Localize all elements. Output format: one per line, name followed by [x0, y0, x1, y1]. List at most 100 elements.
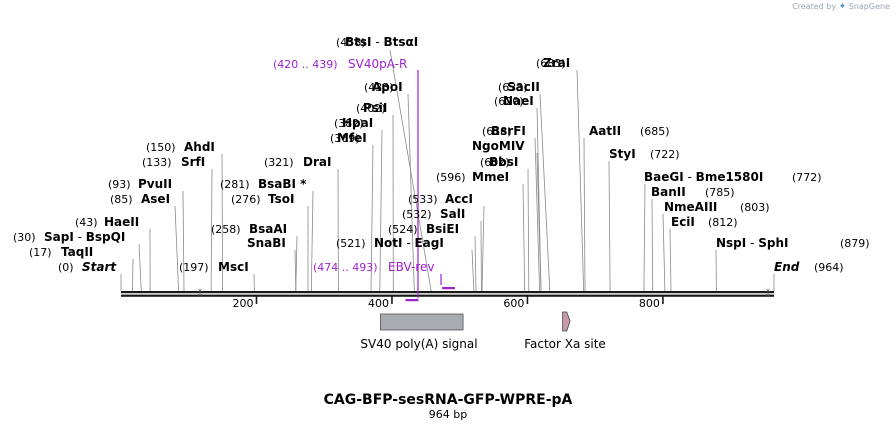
enzyme-name-part[interactable]: NaeI [503, 94, 534, 108]
site-aatii[interactable]: (685) AatII [589, 124, 670, 138]
enzyme-name-part[interactable]: EciI [671, 215, 695, 229]
enzyme-name-part[interactable]: BaeGI [644, 170, 684, 184]
site-bsabi[interactable]: (281) BsaBI * [220, 177, 307, 191]
site-ahdi[interactable]: (150) AhdI [146, 140, 215, 154]
enzyme-name-part[interactable]: BbsI [489, 155, 518, 169]
site-tsoi[interactable]: (276) TsoI [231, 192, 294, 206]
enzyme-name[interactable]: HpaI [342, 116, 373, 130]
enzyme-name-part[interactable]: EagI [414, 236, 443, 250]
enzyme-name-part[interactable]: SacII [507, 80, 540, 94]
site-banii[interactable]: (785) BanII [651, 185, 735, 199]
enzyme-name[interactable]: NmeAIII [664, 200, 717, 214]
site-sacii[interactable]: (633)SacII [498, 80, 540, 94]
site-nspi[interactable]: NspI - SphI [716, 236, 788, 250]
enzyme-name-part[interactable]: DraI [303, 155, 331, 169]
enzyme-name[interactable]: SalI [440, 207, 465, 221]
enzyme-name-part[interactable]: NmeAIII [664, 200, 717, 214]
enzyme-name-part[interactable]: PsiI [363, 101, 387, 115]
site-zrai[interactable]: (683)ZraI [536, 56, 570, 70]
enzyme-name[interactable]: HaeII [104, 215, 139, 229]
primer-bar[interactable] [405, 299, 419, 302]
primer-sv40pa_r[interactable]: (420 .. 439) SV40pA-R [273, 57, 419, 302]
enzyme-name-part[interactable]: StyI [609, 147, 636, 161]
enzyme-name[interactable]: AatII [589, 124, 621, 138]
enzyme-name[interactable]: PsiI [363, 101, 387, 115]
site-sali[interactable]: (532) SalI [402, 207, 465, 221]
enzyme-name[interactable]: AhdI [184, 140, 215, 154]
primer-name[interactable]: EBV-rev [388, 260, 434, 274]
enzyme-name[interactable]: MscI [218, 260, 249, 274]
enzyme-name-part[interactable]: HpaI [342, 116, 373, 130]
enzyme-name[interactable]: NotI - EagI [374, 236, 444, 250]
enzyme-name-part[interactable]: TsoI [268, 192, 294, 206]
enzyme-name[interactable]: SrfI [181, 155, 205, 169]
enzyme-name-part[interactable]: NotI [374, 236, 403, 250]
enzyme-name[interactable]: TsoI [268, 192, 294, 206]
enzyme-name-part[interactable]: MmeI [472, 170, 509, 184]
enzyme-name[interactable]: BanII [651, 185, 686, 199]
enzyme-name-part[interactable]: AhdI [184, 140, 215, 154]
enzyme-name[interactable]: BaeGI - Bme1580I [644, 170, 763, 184]
enzyme-name[interactable]: SacII [507, 80, 540, 94]
enzyme-name[interactable]: SnaBI [247, 236, 286, 250]
enzyme-name[interactable]: PvuII [138, 177, 172, 191]
enzyme-name-part[interactable]: NgoMIV [472, 139, 525, 153]
enzyme-name-part[interactable]: MscI [218, 260, 249, 274]
feature-sv40_polya[interactable]: SV40 poly(A) signal [360, 313, 478, 351]
enzyme-name[interactable]: TaqII [61, 245, 93, 259]
enzyme-name-part[interactable]: SapI [44, 230, 74, 244]
enzyme-name[interactable]: NspI - SphI [716, 236, 788, 250]
enzyme-name[interactable]: EciI [671, 215, 695, 229]
enzyme-name-part[interactable]: AccI [445, 192, 473, 206]
primer-name[interactable]: SV40pA-R [348, 57, 407, 71]
primer-bar[interactable] [442, 287, 455, 290]
enzyme-name-part[interactable]: MfeI [337, 131, 367, 145]
site-sapi[interactable]: (30) SapI - BspQI [13, 230, 125, 244]
primer-ebv_rev[interactable]: (474 .. 493) EBV-rev [313, 260, 455, 290]
enzyme-name[interactable]: BsaAI [249, 222, 287, 236]
enzyme-name[interactable]: ApoI [372, 80, 403, 94]
site-mmei[interactable]: (596) MmeI [436, 170, 509, 184]
site-ngomiv[interactable]: NgoMIV [472, 139, 525, 153]
site-srfi[interactable]: (133) SrfI [142, 155, 205, 169]
enzyme-name-part[interactable]: BtsαI [383, 35, 418, 49]
site-nmeaiii[interactable]: (803) NmeAIII [664, 200, 770, 214]
site-naei[interactable]: (620)NaeI [494, 94, 534, 108]
site-bbsi[interactable]: (602)BbsI [480, 155, 518, 169]
site-apoi[interactable]: (433)ApoI [364, 80, 403, 94]
enzyme-name[interactable]: AseI [141, 192, 170, 206]
enzyme-name-part[interactable]: BsaAI [249, 222, 287, 236]
enzyme-name[interactable]: BbsI [489, 155, 518, 169]
enzyme-name[interactable]: StyI [609, 147, 636, 161]
site-mfei[interactable]: (369)MfeI [330, 131, 367, 145]
site-asei[interactable]: (85) AseI [110, 192, 170, 206]
enzyme-name-part[interactable]: HaeII [104, 215, 139, 229]
site-msci[interactable]: (197) MscI [179, 260, 249, 274]
enzyme-name[interactable]: DraI [303, 155, 331, 169]
enzyme-name-part[interactable]: SnaBI [247, 236, 286, 250]
enzyme-name[interactable]: AccI [445, 192, 473, 206]
site-styi[interactable]: (722) StyI [609, 147, 680, 161]
enzyme-name-part[interactable]: ZraI [543, 56, 570, 70]
site-pvuii[interactable]: (93) PvuII [108, 177, 172, 191]
enzyme-name-part[interactable]: NspI [716, 236, 746, 250]
enzyme-name-part[interactable]: AseI [141, 192, 170, 206]
feature-factor_xa[interactable]: Factor Xa site [524, 311, 606, 351]
enzyme-name-part[interactable]: SrfI [181, 155, 205, 169]
enzyme-name[interactable]: BtsI - BtsαI [345, 35, 418, 49]
enzyme-name[interactable]: BsrFI [491, 124, 526, 138]
enzyme-name-part[interactable]: TaqII [61, 245, 93, 259]
site-btsi[interactable]: (458)BtsI - BtsαI [336, 35, 418, 49]
site-bsaai[interactable]: (258) BsaAI [211, 222, 287, 236]
site-acci[interactable]: (533) AccI [408, 192, 473, 206]
site-drai[interactable]: (321) DraI [264, 155, 331, 169]
enzyme-name-part[interactable]: BsaBI * [258, 177, 307, 191]
site-snabi[interactable]: SnaBI [247, 236, 286, 250]
enzyme-name-part[interactable]: ApoI [372, 80, 403, 94]
site-taqii[interactable]: (17) TaqII [29, 245, 93, 259]
feature-arrow[interactable] [562, 311, 571, 332]
enzyme-name[interactable]: BsaBI * [258, 177, 307, 191]
enzyme-name-part[interactable]: SalI [440, 207, 465, 221]
site-ecii[interactable]: (812) EciI [671, 215, 738, 229]
site-bsiei[interactable]: (524) BsiEI [388, 222, 459, 236]
